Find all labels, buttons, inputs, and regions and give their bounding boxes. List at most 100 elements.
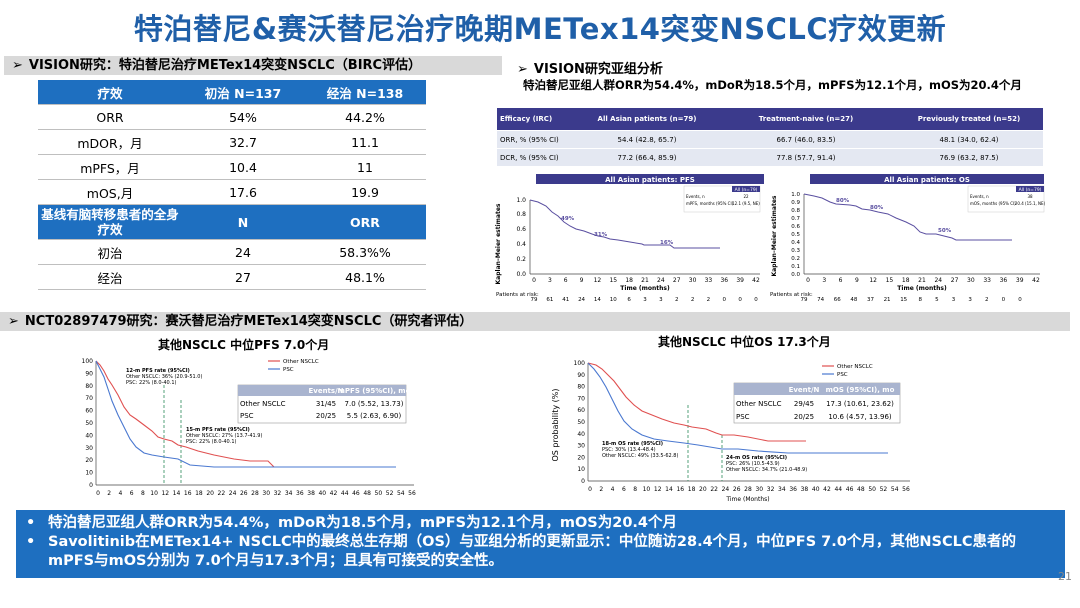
arrow-icon: ➢ [517, 62, 528, 77]
x-tick-label: 54 [397, 490, 405, 497]
table-cell: 66.7 (46.0, 83.5) [717, 130, 895, 149]
table-cell: 5.5 (2.63, 6.90) [347, 412, 402, 420]
risk-count: 0 [723, 297, 727, 302]
risk-label: Patients at risk: [496, 292, 539, 298]
km-pfs-chart: All Asian patients: PFS Kaplan–Meier est… [495, 174, 764, 302]
legend-header: All (n=79) [1019, 187, 1042, 193]
table-header-cell: mPFS (95%CI), mo [338, 387, 411, 395]
x-tick-label: 50 [375, 490, 383, 497]
x-tick-label: 16 [676, 486, 684, 493]
table-cell: 29/45 [794, 400, 814, 408]
risk-count: 6 [627, 297, 631, 302]
x-tick-label: 18 [688, 486, 696, 493]
annotation-18m-other: Other NSCLC: 49% (33.5-62.8) [602, 453, 678, 459]
risk-count: 21 [884, 297, 891, 302]
table-cell: Other NSCLC [240, 400, 286, 408]
bullet-icon: • [26, 515, 36, 531]
page-title: 特泊替尼&赛沃替尼治疗晚期METex14突变NSCLC疗效更新 [133, 12, 947, 46]
x-tick-label: 38 [801, 486, 809, 493]
section-header-label: VISION研究：特泊替尼治疗METex14突变NSCLC（BIRC评估） [28, 58, 422, 73]
x-tick-label: 30 [755, 486, 763, 493]
y-tick-label: 0.0 [791, 272, 800, 278]
table-row: mPFS，月 10.4 11 [38, 154, 426, 180]
table-header-cell: mOS (95%CI), mo [826, 386, 895, 394]
x-tick-label: 14 [173, 490, 181, 497]
legend-label-other: Other NSCLC [837, 364, 873, 370]
risk-count: 3 [643, 297, 647, 302]
risk-count: 66 [834, 297, 841, 302]
x-tick-label: 15 [886, 277, 894, 284]
rate-annotation: 16% [660, 240, 674, 246]
x-tick-label: 32 [274, 490, 282, 497]
table-header-cell: Event/N [789, 386, 820, 394]
risk-row: 79 74 66 48 37 21 15 8 5 3 3 2 0 0 [801, 297, 1023, 302]
x-tick-label: 22 [218, 490, 226, 497]
table-row: mOS,月 17.6 19.9 [38, 179, 426, 205]
table-row: ORR 54% 44.2% [38, 104, 426, 130]
risk-count: 37 [867, 297, 874, 302]
table-cell: 17.3 (10.61, 23.62) [826, 400, 894, 408]
legend-value: 22 [743, 194, 749, 199]
annotation-18m-title: 18-m OS rate (95%CI) [602, 441, 663, 447]
legend-label: mOS, months (95% CI) [970, 201, 1016, 206]
risk-count: 15 [900, 297, 907, 302]
pfs-caption: 其他NSCLC 中位PFS 7.0个月 [158, 338, 330, 352]
x-tick-label: 27 [673, 277, 681, 284]
y-tick-label: 0.5 [791, 232, 800, 238]
table-cell: mDOR，月 [38, 129, 182, 155]
x-tick-label: 26 [240, 490, 248, 497]
table-cell: DCR, % (95% CI) [497, 148, 577, 167]
pfs-curve [529, 199, 720, 249]
annotation-15m-psc: PSC: 22% (8.0-40.1) [186, 439, 236, 445]
risk-label: Patients at risk: [770, 292, 813, 298]
y-tick-label: 10 [85, 470, 93, 477]
y-tick-label: 0.4 [791, 240, 800, 246]
bullet-item: • Savolitinib在METex14+ NSCLC中的最终总生存期（OS）与… [26, 533, 1055, 571]
x-axis-label: Time (months) [620, 285, 670, 292]
legend-header: All (n=79) [735, 187, 758, 193]
table-header-cell: 经治 N=138 [304, 80, 426, 105]
section-header-label: VISION研究亚组分析 [533, 62, 663, 77]
risk-count: 41 [562, 297, 569, 302]
risk-count: 0 [738, 297, 742, 302]
table-header-cell: Efficacy (IRC) [497, 108, 577, 131]
x-tick-label: 52 [386, 490, 394, 497]
risk-count: 48 [850, 297, 857, 302]
conclusion-box: • 特泊替尼亚组人群ORR为54.4%，mDoR为18.5个月，mPFS为12.1… [16, 510, 1065, 578]
annotation-15m-other: Other NSCLC: 27% (13.7-41.9) [186, 433, 262, 439]
section-header-vision: ➢ VISION研究：特泊替尼治疗METex14突变NSCLC（BIRC评估） [4, 56, 502, 75]
y-tick-label: 70 [577, 395, 585, 402]
table-subheader-row: 基线有脑转移患者的全身疗效 N ORR [38, 204, 426, 240]
risk-count: 3 [952, 297, 956, 302]
x-tick-label: 34 [778, 486, 786, 493]
legend-value: 38 [1027, 194, 1033, 199]
table-cell: 19.9 [304, 179, 426, 205]
y-tick-label: 100 [82, 358, 94, 365]
summary-table-header [238, 385, 406, 396]
risk-count: 79 [531, 297, 538, 302]
chart-title-bar [810, 174, 1044, 184]
x-tick-label: 8 [633, 486, 637, 493]
y-tick-label: 0.9 [791, 200, 800, 206]
x-tick-label: 42 [1032, 277, 1040, 284]
page-number: 21 [1058, 570, 1072, 583]
y-tick-label: 60 [577, 407, 585, 414]
y-tick-labels: 0.0 0.1 0.2 0.3 0.4 0.5 0.6 0.7 0.8 0.9 1.0 [791, 192, 800, 278]
x-tick-label: 46 [846, 486, 854, 493]
x-tick-label: 33 [705, 277, 713, 284]
x-tick-label: 16 [184, 490, 192, 497]
table-header-cell: ORR [304, 204, 426, 240]
y-tick-label: 20 [85, 457, 93, 464]
x-tick-label: 3 [548, 277, 552, 284]
legend-header-bg [1016, 186, 1044, 192]
x-tick-label: 0 [806, 277, 810, 284]
x-tick-label: 6 [622, 486, 626, 493]
y-tick-label: 90 [577, 372, 585, 379]
legend-value: 12.1 (9.5, NE) [732, 201, 760, 206]
table-header-cell: Treatment-naive (n=27) [717, 108, 895, 131]
table-cell: 11 [304, 154, 426, 180]
y-tick-label: 0.6 [516, 226, 526, 233]
os-caption: 其他NSCLC 中位OS 17.3个月 [658, 335, 831, 349]
table-cell: 24 [182, 239, 304, 265]
legend-label-psc: PSC [837, 372, 848, 378]
